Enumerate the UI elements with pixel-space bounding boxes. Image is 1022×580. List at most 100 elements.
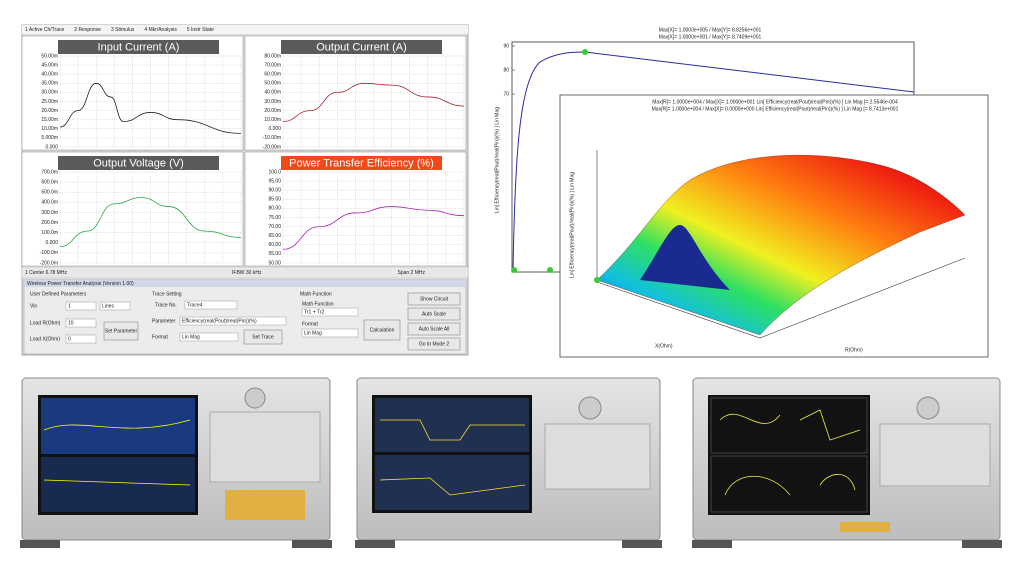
ifbw: IFBW 30 kHz xyxy=(232,270,262,276)
dropdown[interactable] xyxy=(301,328,359,338)
dropdown-value: Lin Mag xyxy=(182,334,200,340)
label: User Defined Parameters xyxy=(30,291,87,297)
menu-item[interactable]: 5 Instr State xyxy=(187,27,214,33)
y-tick-label: 100.0 xyxy=(268,169,281,175)
dropdown[interactable] xyxy=(184,300,238,310)
menu-item[interactable]: 3 Stimulus xyxy=(111,27,135,33)
label: Format xyxy=(152,334,168,340)
y-tick-label: 20.00m xyxy=(41,108,58,114)
y-tick-label: 600.0m xyxy=(41,179,58,185)
y-tick-label: 200.0m xyxy=(41,220,58,226)
input-value: 1 xyxy=(68,303,71,309)
label: Trace Setting xyxy=(152,291,182,297)
label: Math Function xyxy=(300,291,332,297)
y-tick-label: 85.00 xyxy=(268,197,281,203)
panel-title-bar xyxy=(58,40,219,54)
input[interactable] xyxy=(65,334,97,344)
menu-item[interactable]: 1 Active Ch/Trace xyxy=(25,27,64,33)
y-tick-label: 50.00m xyxy=(41,53,58,59)
input-value: 10 xyxy=(68,320,74,326)
button[interactable] xyxy=(363,319,401,341)
control-title: Wireless Power Transfer Analysis (Versio… xyxy=(27,281,134,287)
label: Parameter xyxy=(152,318,176,324)
marker xyxy=(594,277,600,283)
button-label[interactable]: Set Parameter xyxy=(105,328,138,334)
y-tick-label: -20.00m xyxy=(263,144,281,150)
panel-title-bar xyxy=(281,40,442,54)
input[interactable] xyxy=(65,318,97,328)
surface-peak xyxy=(640,225,730,290)
menu-bar xyxy=(22,25,468,34)
dropdown-value: Efficiency(real(Pout)/real(Pin))(%) xyxy=(182,318,257,324)
y-tick-label: 500.0m xyxy=(41,190,58,196)
y-tick-label: 90.00 xyxy=(268,188,281,194)
label: Format xyxy=(302,321,318,327)
trace xyxy=(282,206,465,250)
button[interactable] xyxy=(243,329,283,345)
label: Trace No. xyxy=(155,302,177,308)
y-tick-label: 25.00m xyxy=(41,99,58,105)
menu-item[interactable]: 4 Mkr/Analysis xyxy=(144,27,177,33)
y-tick-label: -200.0m xyxy=(40,260,58,266)
y-tick-label: 700.0m xyxy=(41,169,58,175)
y-tick-label: 35.00m xyxy=(41,81,58,87)
button-label[interactable]: Set Trace xyxy=(252,334,274,340)
y-tick-label: 300.0m xyxy=(41,210,58,216)
label: Vin xyxy=(30,303,37,309)
y-tick-label: 40.00m xyxy=(264,90,281,96)
y-tick-label: 0.000 xyxy=(268,126,281,132)
menu-item[interactable]: 2 Response xyxy=(74,27,101,33)
panel-title: Power Transfer Efficiency (%) xyxy=(289,157,434,169)
y-tick-label: 100.0m xyxy=(41,230,58,236)
plot-header: Max[R]= 1.0000e+004 / Max[X]= 0.0000e+00… xyxy=(652,106,899,112)
button[interactable] xyxy=(407,337,461,351)
efficiency-curve xyxy=(512,51,915,273)
y-axis-label: Lin[ Efficiency(real(Pout)/real(Pin))(%)… xyxy=(494,107,500,213)
input[interactable] xyxy=(65,301,97,311)
button[interactable] xyxy=(407,292,461,306)
button-label[interactable]: Go to Mode 2 xyxy=(419,341,450,347)
center-freq: 1 Center 6.78 MHz xyxy=(25,270,67,276)
y-tick-label: 70.00m xyxy=(264,62,281,68)
surface xyxy=(596,155,966,336)
y-tick-label: 20.00m xyxy=(264,108,281,114)
y-tick-label: 70.00 xyxy=(268,224,281,230)
button-label[interactable]: Show Circuit xyxy=(420,296,449,302)
y-tick-label: -10.00m xyxy=(263,135,281,141)
button-label[interactable]: Calculation xyxy=(370,327,395,333)
plot-header: Max[X]= 1.0000e+005 / Max[Y]= 8.8256e+00… xyxy=(659,27,762,33)
dropdown[interactable] xyxy=(179,332,239,342)
y-tick-label: 45.00m xyxy=(41,62,58,68)
dropdown-value: Lin Mag xyxy=(304,330,322,336)
y-tick-label: 50.00 xyxy=(268,260,281,266)
button[interactable] xyxy=(407,307,461,321)
input-value: 0 xyxy=(68,336,71,342)
marker xyxy=(582,49,588,55)
plot-header: Max[X]= 1.0000e+001 / Max[Y]= 8.7409e+00… xyxy=(659,34,762,40)
y-tick-label: -100.0m xyxy=(40,250,58,256)
button-label[interactable]: Auto Scale xyxy=(422,311,446,317)
dropdown[interactable] xyxy=(301,307,359,317)
trace xyxy=(59,197,242,248)
marker xyxy=(511,267,517,273)
button[interactable] xyxy=(103,321,139,341)
y-tick-label: 80 xyxy=(503,67,509,73)
y-tick-label: 70 xyxy=(503,91,509,97)
button[interactable] xyxy=(407,322,461,336)
button-label[interactable]: Auto Scale All xyxy=(419,326,450,332)
z-axis-label: Lin[ Efficiency(real(Pout)/real(Pin))(%)… xyxy=(569,172,575,278)
panel-title-bar xyxy=(58,156,219,170)
y-tick-label: 400.0m xyxy=(41,200,58,206)
panel-title: Output Voltage (V) xyxy=(93,157,184,169)
dropdown[interactable] xyxy=(179,316,287,326)
panel-title: Input Current (A) xyxy=(98,41,180,53)
label: Load X(Ohm) xyxy=(30,336,60,342)
y-tick-label: 55.00 xyxy=(268,251,281,257)
label: Math Function xyxy=(302,301,334,307)
y-tick-label: 60.00m xyxy=(264,72,281,78)
instrument xyxy=(20,377,332,548)
dropdown-value: Lines xyxy=(102,303,114,309)
dropdown[interactable] xyxy=(99,301,131,311)
y-tick-label: 10.00m xyxy=(41,126,58,132)
instrument xyxy=(692,377,1002,548)
